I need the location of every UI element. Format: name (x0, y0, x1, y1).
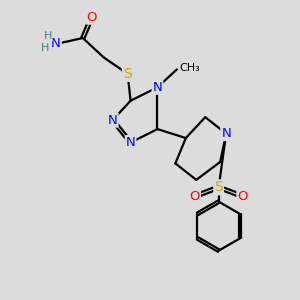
Text: S: S (214, 180, 223, 194)
Text: N: N (153, 81, 162, 94)
Text: N: N (126, 136, 136, 149)
Text: O: O (86, 11, 97, 24)
Text: H: H (44, 31, 52, 40)
Text: N: N (221, 127, 231, 140)
Text: O: O (190, 190, 200, 203)
Text: N: N (108, 114, 118, 127)
Text: H: H (41, 44, 50, 53)
Text: CH₃: CH₃ (179, 63, 200, 73)
Text: O: O (237, 190, 248, 203)
Text: S: S (123, 67, 132, 81)
Text: N: N (51, 38, 61, 50)
